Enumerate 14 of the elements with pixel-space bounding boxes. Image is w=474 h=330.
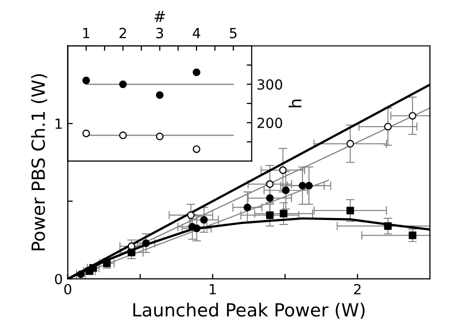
x-tick-label: 1 [210, 284, 216, 294]
y-tick-label: 300 [258, 79, 282, 90]
x-tick-label: 0 [64, 284, 72, 294]
x-tick-label: 2 [354, 284, 361, 294]
x-tick-label: 5 [230, 28, 237, 38]
x-tick-label: 4 [192, 28, 200, 38]
x-tick-label: 2 [120, 28, 126, 38]
x-tick-label: 1 [83, 28, 90, 38]
y-axis-title: h [288, 100, 302, 108]
x-axis-title: # [154, 11, 165, 22]
y-tick-label: 200 [258, 118, 282, 128]
y-axis-title: Power PBS Ch.1 (W) [31, 74, 48, 250]
x-tick-label: 3 [156, 28, 164, 38]
x-axis-title: Launched Peak Power (W) [133, 302, 365, 319]
